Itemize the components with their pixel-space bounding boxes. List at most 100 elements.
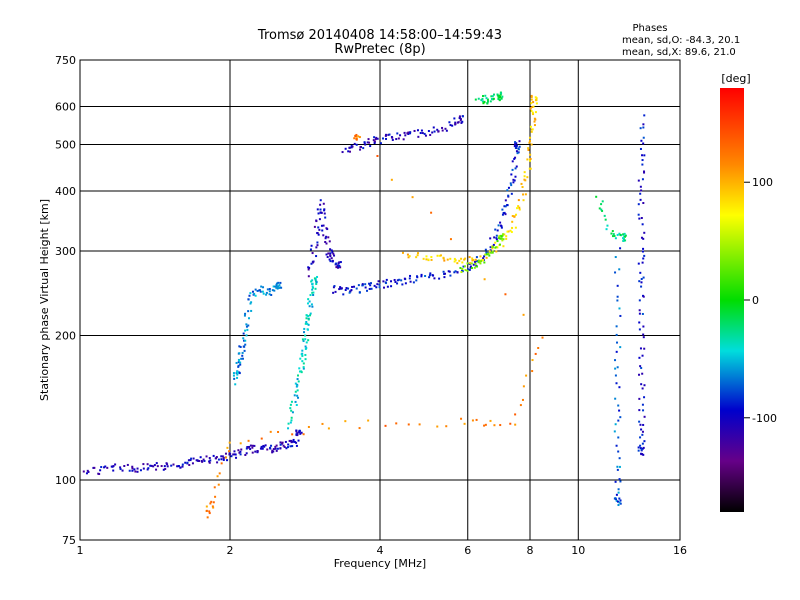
data-point	[328, 258, 331, 261]
data-point	[443, 259, 446, 262]
data-point	[236, 371, 239, 374]
data-point	[351, 145, 354, 148]
data-point	[217, 483, 220, 486]
x-tick-label: 6	[464, 544, 471, 557]
data-point	[638, 321, 641, 324]
data-point	[518, 145, 521, 148]
data-point	[483, 261, 486, 264]
data-point	[266, 448, 269, 451]
data-point	[195, 459, 198, 462]
data-point	[314, 287, 317, 290]
data-point	[368, 287, 371, 290]
data-point	[417, 135, 420, 138]
data-point	[616, 284, 619, 287]
data-point	[242, 337, 245, 340]
data-point	[300, 370, 303, 373]
data-point	[337, 264, 340, 267]
data-point	[515, 145, 518, 148]
data-point	[617, 504, 620, 507]
data-point	[307, 339, 310, 342]
data-point	[249, 444, 252, 447]
data-point	[416, 275, 419, 278]
data-point	[516, 207, 519, 210]
data-point	[618, 232, 621, 235]
data-point	[463, 422, 466, 425]
data-point	[256, 450, 259, 453]
data-point	[639, 127, 642, 130]
data-point	[617, 500, 620, 503]
data-point	[611, 235, 614, 238]
data-point	[304, 353, 307, 356]
data-point	[254, 450, 257, 453]
data-point	[290, 400, 293, 403]
data-point	[277, 285, 280, 288]
data-point	[211, 505, 214, 508]
data-point	[302, 367, 305, 370]
data-point	[300, 431, 303, 434]
data-point	[492, 97, 495, 100]
data-point	[642, 257, 645, 260]
data-point	[640, 383, 643, 386]
data-point	[504, 205, 507, 208]
data-point	[448, 121, 451, 124]
data-point	[506, 189, 509, 192]
data-point	[443, 276, 446, 279]
data-point	[617, 419, 620, 422]
data-point	[305, 341, 308, 344]
data-point	[307, 268, 310, 271]
data-point	[309, 312, 312, 315]
data-point	[388, 133, 391, 136]
data-point	[394, 280, 397, 283]
data-point	[415, 279, 418, 282]
data-point	[502, 233, 505, 236]
data-point	[433, 277, 436, 280]
data-point	[484, 253, 487, 256]
chart-subtitle: RwPretec (8p)	[334, 42, 425, 57]
data-point	[406, 132, 409, 135]
data-point	[347, 150, 350, 153]
data-point	[605, 228, 608, 231]
data-point	[402, 138, 405, 141]
data-point	[639, 347, 642, 350]
data-point	[396, 279, 399, 282]
data-point	[615, 350, 618, 353]
data-point	[502, 245, 505, 248]
data-point	[513, 157, 516, 160]
data-point	[453, 117, 456, 120]
data-point	[453, 260, 456, 263]
data-point	[112, 465, 115, 468]
data-point	[510, 173, 513, 176]
data-point	[322, 224, 325, 227]
data-point	[490, 95, 493, 98]
data-point	[616, 341, 619, 344]
data-point	[215, 456, 218, 459]
data-point	[409, 280, 412, 283]
data-point	[239, 442, 242, 445]
data-point	[172, 463, 175, 466]
data-point	[289, 403, 292, 406]
data-point	[237, 361, 240, 364]
data-point	[411, 196, 414, 199]
data-point	[163, 465, 166, 468]
data-point	[131, 467, 134, 470]
data-point	[425, 255, 428, 258]
data-point	[315, 219, 318, 222]
data-point	[226, 459, 229, 462]
data-point	[212, 506, 215, 509]
data-point	[251, 451, 254, 454]
data-point	[295, 403, 298, 406]
data-point	[295, 433, 298, 436]
data-point	[642, 142, 645, 145]
data-point	[639, 198, 642, 201]
data-point	[222, 457, 225, 460]
data-point	[216, 461, 219, 464]
data-point	[384, 281, 387, 284]
data-point	[347, 287, 350, 290]
data-point	[262, 292, 265, 295]
data-point	[299, 357, 302, 360]
data-point	[232, 374, 235, 377]
x-axis-label: Frequency [MHz]	[334, 557, 426, 570]
data-point	[479, 262, 482, 265]
data-point	[619, 314, 622, 317]
data-point	[357, 284, 360, 287]
